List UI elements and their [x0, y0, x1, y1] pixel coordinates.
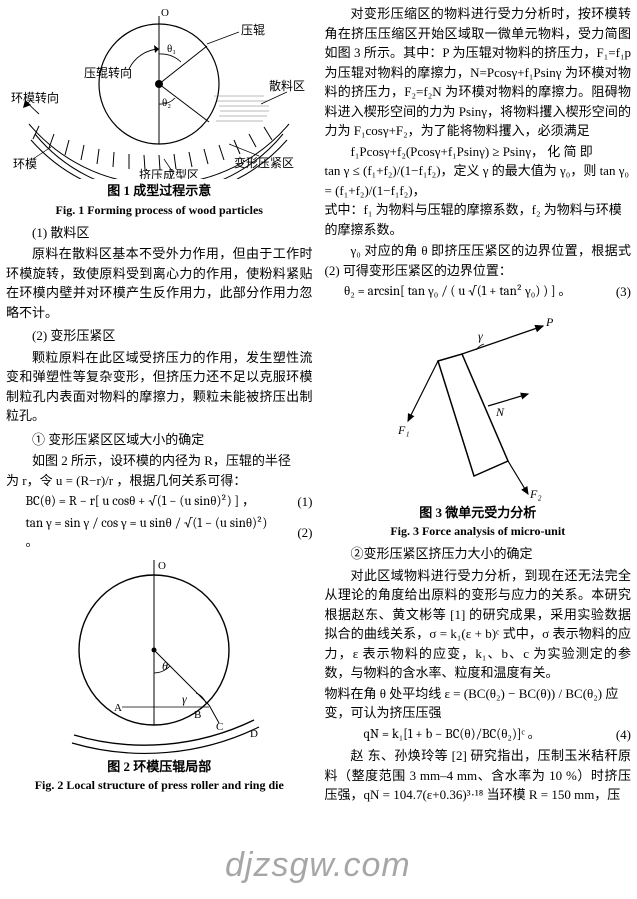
svg-text:θ₁: θ₁ [167, 43, 176, 55]
right-column: 对变形压缩区的物料进行受力分析时，按环模转角在挤压压缩区开始区域取一微单元物料，… [319, 0, 637, 899]
fig2-O: O [158, 560, 166, 572]
fig3-caption-cn: 图 3 微单元受力分析 [325, 503, 632, 523]
fig1-yaqun-zhuan: 压辊转向 [84, 65, 132, 80]
fig1-sanliao: 散料区 [269, 78, 305, 93]
sec2-p2b: 为 r，令 u = (R−r)/r ，根据几何关系可得： [6, 471, 313, 491]
fig2-B: B [194, 709, 201, 721]
fig2-D: D [250, 728, 258, 740]
sec2-para: 颗粒原料在此区域受挤压力的作用，发生塑性流变和弹塑性等复杂变形，但挤压力还不足以… [6, 348, 313, 426]
right2-p3: 赵 东、孙焕玲等 [2] 研究指出，压制玉米秸秆原料（整度范围 3 mm–4 m… [325, 746, 632, 805]
right-p2b: tan γ ≤ (f₁+f₂)/(1−f₁f₂)，定义 γ 的最大值为 γ₀，则… [325, 161, 632, 200]
eq2-body: tan γ = sin γ / cos γ = u sinθ / √(1 − (… [6, 514, 283, 553]
fig2-svg: O θ A B C γ D [54, 555, 264, 755]
fig3-F2: F₂ [529, 487, 542, 501]
fig3-F1: F₁ [397, 423, 410, 437]
sec2-q1: ① 变形压紧区区域大小的确定 [6, 430, 313, 450]
fig2-caption-cn: 图 2 环模压辊局部 [6, 757, 313, 777]
equation-1: BC(θ) = R − r[ u cosθ + √(1 − (u sinθ)²)… [6, 492, 313, 512]
fig2-theta: θ [162, 659, 168, 673]
right-p2a: f₁Pcosγ+f₂(Pcosγ+f₁Psinγ) ≥ Psinγ， 化 简 即 [325, 142, 632, 162]
fig1-jiya: 挤压成型区 [139, 167, 199, 179]
fig2-gamma: γ [182, 692, 187, 706]
eq4-body: qN = k₁[1 + b − BC(θ)/BC(θ₂)]ᶜ 。 [325, 725, 602, 745]
eq1-body: BC(θ) = R − r[ u cosθ + √(1 − (u sinθ)²)… [6, 492, 283, 512]
fig2-A: A [114, 702, 122, 714]
fig2-C: C [216, 721, 223, 733]
fig1-O: O [161, 7, 169, 19]
fig3-caption-en: Fig. 3 Force analysis of micro-unit [325, 522, 632, 540]
sec2-p2a: 如图 2 所示，设环模的内径为 R，压辊的半径 [6, 451, 313, 471]
sec1-para: 原料在散料区基本不受外力作用，但由于工作时环模旋转，致使原料受到离心力的作用，使… [6, 244, 313, 322]
fig1-huanmo: 环模 [13, 157, 37, 171]
fig1-bianxing: 变形压紧区 [234, 155, 294, 170]
right-p2c: 式中：f₁ 为物料与压辊的摩擦系数，f₂ 为物料与环模的摩擦系数。 [325, 200, 632, 239]
fig1-huanmo-zhuan: 环模转向 [11, 90, 59, 105]
sec2-heading: (2) 变形压紧区 [6, 326, 313, 346]
eq2-num: (2) [283, 523, 313, 543]
left-column: O θ₁ θ₂ [0, 0, 319, 899]
fig1-caption-en: Fig. 1 Forming process of wood particles [6, 201, 313, 219]
fig1-caption-cn: 图 1 成型过程示意 [6, 181, 313, 201]
fig2-caption-en: Fig. 2 Local structure of press roller a… [6, 776, 313, 794]
eq3-num: (3) [601, 282, 631, 302]
fig3-P: P [545, 315, 554, 329]
eq1-num: (1) [283, 492, 313, 512]
right2-heading: ②变形压紧区挤压力大小的确定 [325, 544, 632, 564]
fig3-svg: P γ N F₁ F₂ [378, 306, 578, 501]
fig1-svg: O θ₁ θ₂ [9, 4, 309, 179]
right2-p1: 对此区域物料进行受力分析，到现在还无法完全从理论的角度给出原料的变形与应力的关系… [325, 566, 632, 683]
right2-p2: 物料在角 θ 处平均线 ε = (BC(θ₂) − BC(θ)) / BC(θ₂… [325, 684, 632, 723]
eq4-num: (4) [601, 725, 631, 745]
eq3-body: θ₂ = arcsin[ tan γ₀ / ( u √(1 + tan² γ₀)… [325, 282, 602, 302]
fig1-yaqun-label: 压辊 [241, 23, 265, 37]
svg-text:θ₂: θ₂ [162, 97, 171, 109]
fig3-gamma: γ [478, 329, 483, 343]
equation-3: θ₂ = arcsin[ tan γ₀ / ( u √(1 + tan² γ₀)… [325, 282, 632, 302]
fig3-N: N [495, 405, 505, 419]
figure-3: P γ N F₁ F₂ 图 3 微单元受力分析 Fig. 3 Force ana… [325, 306, 632, 541]
figure-1: O θ₁ θ₂ [6, 4, 313, 219]
right-p1: 对变形压缩区的物料进行受力分析时，按环模转角在挤压压缩区开始区域取一微单元物料，… [325, 4, 632, 141]
right-p3: γ₀ 对应的角 θ 即挤压压紧区的边界位置，根据式 (2) 可得变形压紧区的边界… [325, 241, 632, 280]
equation-2: tan γ = sin γ / cos γ = u sinθ / √(1 − (… [6, 514, 313, 553]
figure-2: O θ A B C γ D 图 2 环模压辊局部 Fig. 2 Local st… [6, 555, 313, 795]
sec1-heading: (1) 散料区 [6, 223, 313, 243]
equation-4: qN = k₁[1 + b − BC(θ)/BC(θ₂)]ᶜ 。 (4) [325, 725, 632, 745]
